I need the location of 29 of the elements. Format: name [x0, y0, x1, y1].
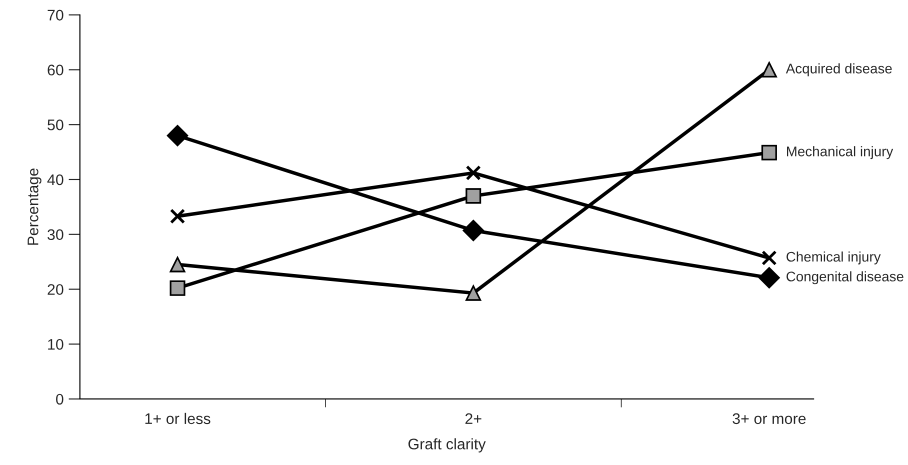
series-label: Chemical injury — [786, 251, 881, 264]
point — [462, 220, 484, 242]
series-label: Acquired disease — [786, 63, 892, 76]
point — [170, 280, 186, 296]
point — [762, 250, 777, 266]
point — [466, 165, 481, 181]
y-tick-label: 70 — [48, 10, 64, 21]
x-tick-label: 3+ or more — [732, 413, 806, 424]
point — [170, 208, 186, 224]
y-tick-label: 50 — [48, 119, 64, 130]
y-tick-label: 10 — [48, 338, 64, 350]
point — [761, 62, 777, 78]
x-tick-label: 1+ or less — [145, 412, 210, 424]
point — [466, 188, 482, 204]
point — [166, 124, 188, 146]
series-label: Mechanical injury — [787, 146, 894, 160]
series-label: Congenital disease — [786, 271, 904, 284]
x-tick-label: 2+ — [465, 413, 482, 424]
y-tick-label: 0 — [56, 394, 64, 405]
point — [761, 144, 777, 160]
point — [170, 256, 186, 272]
y-tick-label: 20 — [48, 284, 64, 295]
y-tick-label: 30 — [48, 229, 64, 240]
y-tick-label: 60 — [48, 64, 64, 76]
y-axis-title: Percentage — [28, 168, 42, 245]
point — [466, 285, 482, 301]
point — [758, 267, 780, 288]
x-axis-title: Graft clarity — [408, 438, 486, 452]
y-tick-label: 40 — [47, 174, 64, 186]
